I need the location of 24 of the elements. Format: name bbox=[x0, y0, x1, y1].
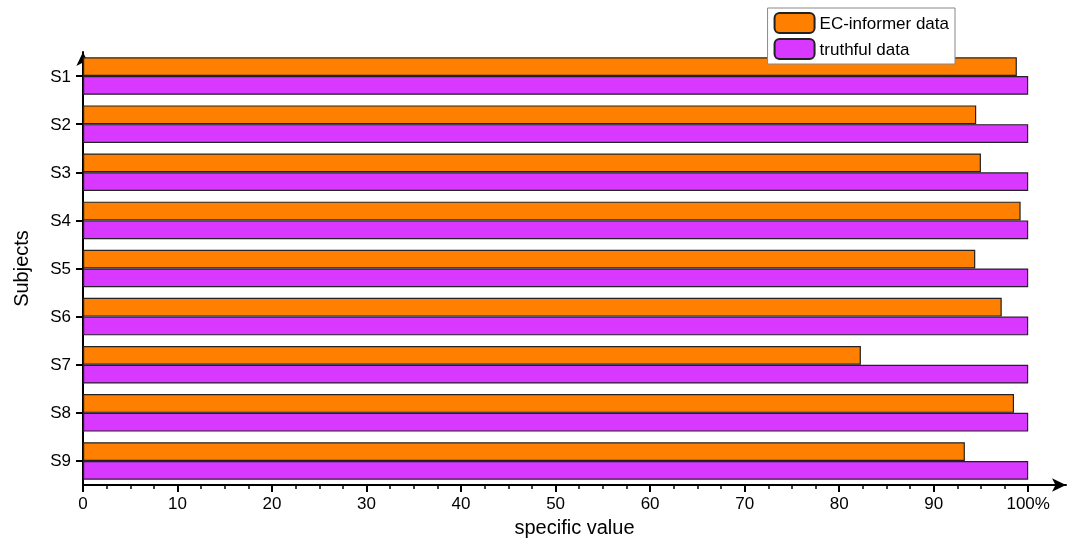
x-axis-title: specific value bbox=[514, 515, 635, 538]
y-tick-label: S3 bbox=[50, 162, 71, 182]
y-tick-label: S5 bbox=[50, 259, 71, 278]
y-tick-label: S1 bbox=[50, 66, 71, 86]
y-tick-label: S6 bbox=[50, 307, 71, 327]
y-tick-label: S7 bbox=[50, 355, 71, 375]
legend-label: EC-informer data bbox=[819, 13, 950, 33]
legend-label: truthful data bbox=[819, 39, 910, 59]
x-tick-label: 30 bbox=[357, 494, 377, 513]
x-tick-label: 60 bbox=[640, 494, 660, 513]
x-tick-label: 20 bbox=[262, 494, 282, 513]
x-tick-label: 70 bbox=[735, 494, 755, 513]
x-tick-label: 50 bbox=[546, 494, 566, 513]
y-axis-title: Subjects bbox=[10, 230, 32, 307]
y-tick-label: S4 bbox=[50, 210, 71, 230]
x-tick-label: 40 bbox=[451, 494, 471, 513]
y-tick-label: S2 bbox=[50, 114, 71, 134]
x-tick-label: 90 bbox=[924, 494, 944, 513]
x-tick-label: 80 bbox=[829, 494, 849, 513]
y-tick-label: S9 bbox=[50, 451, 71, 471]
x-tick-label: 0 bbox=[78, 494, 88, 513]
y-tick-label: S8 bbox=[50, 403, 71, 423]
x-tick-label: 10 bbox=[168, 494, 187, 513]
x-tick-label: 100% bbox=[1006, 494, 1050, 513]
